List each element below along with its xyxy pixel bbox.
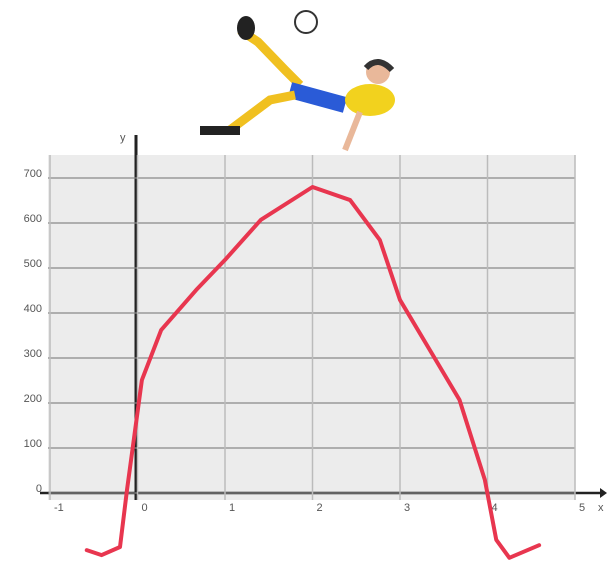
leg: [230, 95, 295, 130]
x-axis-label: x: [598, 502, 604, 514]
x-tick-label: 2: [317, 502, 323, 514]
x-tick-label: -1: [54, 502, 64, 514]
shirt: [345, 84, 395, 116]
y-tick-label: 300: [24, 348, 42, 360]
x-tick-label: 1: [229, 502, 235, 514]
x-tick-label: 3: [404, 502, 410, 514]
x-tick-label: 0: [142, 502, 148, 514]
chart: y x 0100200300400500600700-1012345: [0, 0, 608, 567]
y-tick-label: 700: [24, 168, 42, 180]
y-tick-label: 400: [24, 303, 42, 315]
x-tick-label: 5: [579, 502, 585, 514]
y-tick-label: 200: [24, 393, 42, 405]
y-axis-label: y: [120, 132, 126, 144]
y-tick-label: 0: [36, 483, 42, 495]
arm: [345, 112, 360, 150]
boot: [200, 126, 240, 135]
y-tick-label: 600: [24, 213, 42, 225]
player-illustration: [200, 11, 395, 150]
x-arrow: [600, 488, 607, 498]
y-tick-label: 500: [24, 258, 42, 270]
boot: [237, 16, 255, 40]
y-tick-label: 100: [24, 438, 42, 450]
shorts: [290, 90, 345, 105]
ball: [295, 11, 317, 33]
